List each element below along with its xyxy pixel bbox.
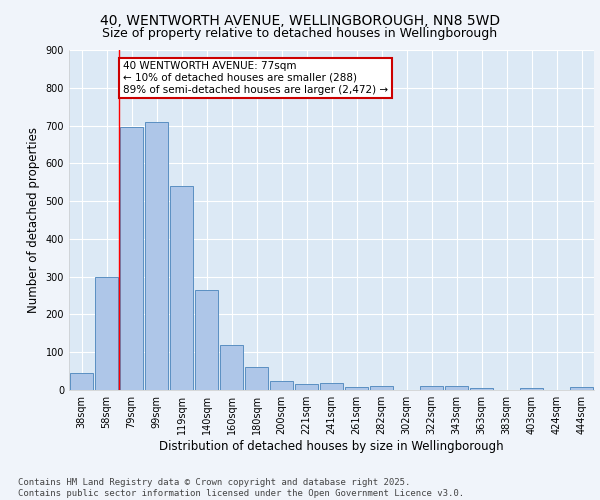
Bar — [419, 386, 443, 390]
Text: Contains HM Land Registry data © Crown copyright and database right 2025.
Contai: Contains HM Land Registry data © Crown c… — [18, 478, 464, 498]
Bar — [520, 388, 544, 390]
Bar — [194, 290, 218, 390]
Bar — [119, 128, 143, 390]
Bar — [170, 186, 193, 390]
Bar — [269, 380, 293, 390]
Bar — [220, 344, 244, 390]
Text: 40, WENTWORTH AVENUE, WELLINGBOROUGH, NN8 5WD: 40, WENTWORTH AVENUE, WELLINGBOROUGH, NN… — [100, 14, 500, 28]
Text: 40 WENTWORTH AVENUE: 77sqm
← 10% of detached houses are smaller (288)
89% of sem: 40 WENTWORTH AVENUE: 77sqm ← 10% of deta… — [123, 62, 388, 94]
Bar — [145, 122, 169, 390]
Bar — [569, 387, 593, 390]
Bar — [344, 387, 368, 390]
Text: Size of property relative to detached houses in Wellingborough: Size of property relative to detached ho… — [103, 27, 497, 40]
Bar — [370, 386, 394, 390]
Bar — [320, 383, 343, 390]
X-axis label: Distribution of detached houses by size in Wellingborough: Distribution of detached houses by size … — [159, 440, 504, 453]
Bar — [295, 384, 319, 390]
Bar — [445, 386, 469, 390]
Bar — [245, 368, 268, 390]
Bar — [70, 373, 94, 390]
Y-axis label: Number of detached properties: Number of detached properties — [27, 127, 40, 313]
Bar — [95, 276, 118, 390]
Bar — [470, 388, 493, 390]
